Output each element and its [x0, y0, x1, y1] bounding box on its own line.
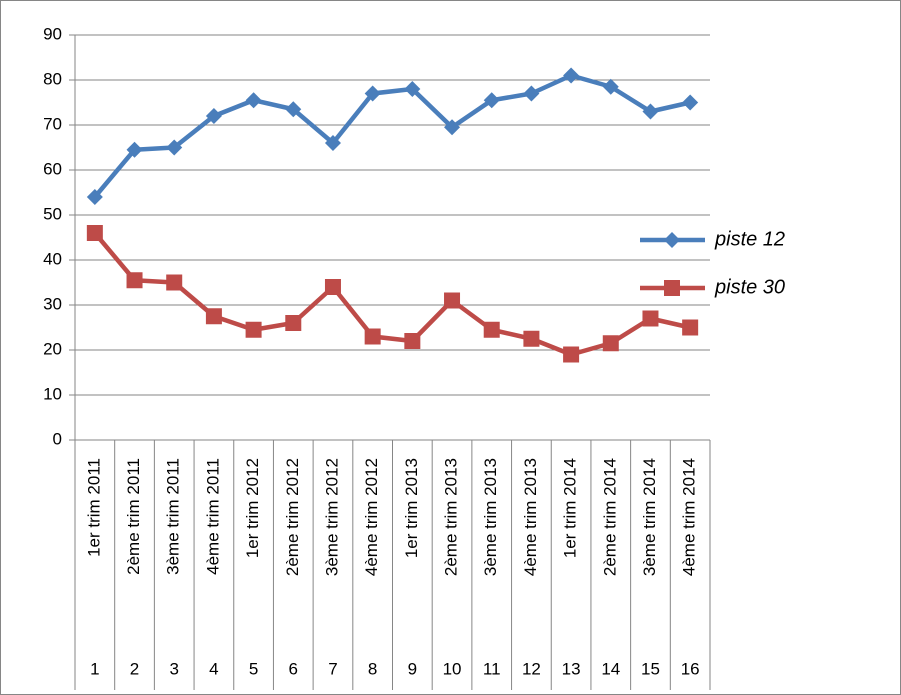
data-point [483, 92, 500, 109]
data-point [523, 85, 540, 102]
y-tick-label: 0 [53, 429, 62, 448]
legend-label: piste 12 [714, 228, 785, 250]
y-tick-label: 60 [43, 159, 62, 178]
x-tick-label: 3ème trim 2011 [164, 458, 183, 575]
data-point [444, 119, 461, 136]
y-tick-label: 10 [43, 384, 62, 403]
data-point [483, 321, 500, 338]
x-tick-label: 4ème trim 2012 [362, 458, 381, 576]
data-point [602, 335, 619, 352]
x-tick-label: 3ème trim 2013 [481, 458, 500, 576]
data-point [166, 139, 183, 156]
data-point [324, 135, 341, 151]
data-point [682, 319, 699, 336]
data-point [642, 310, 659, 327]
data-point [602, 78, 619, 95]
x-tick-number: 3 [169, 659, 178, 678]
y-tick-label: 30 [43, 294, 62, 313]
data-point [126, 141, 143, 158]
data-point [364, 328, 381, 345]
x-tick-label: 2ème trim 2013 [442, 458, 461, 576]
x-tick-label: 1er trim 2013 [402, 458, 421, 558]
x-tick-label: 4ème trim 2014 [680, 458, 699, 576]
data-point [324, 279, 341, 295]
data-point [86, 225, 103, 241]
data-point [682, 94, 699, 111]
x-tick-number: 7 [328, 659, 337, 678]
x-tick-label: 4ème trim 2011 [203, 458, 222, 575]
x-tick-label: 1er trim 2012 [243, 458, 262, 558]
data-point [205, 108, 222, 124]
y-tick-label: 90 [43, 24, 62, 43]
legend-marker [664, 232, 680, 248]
series-line [93, 73, 691, 199]
data-point [404, 333, 421, 349]
x-tick-number: 11 [483, 659, 501, 678]
x-tick-number: 6 [289, 659, 298, 678]
x-tick-label: 1er trim 2011 [84, 458, 103, 557]
y-tick-label: 80 [43, 69, 62, 88]
data-point [245, 92, 262, 109]
x-tick-label: 3ème trim 2012 [322, 458, 341, 576]
x-tick-number: 15 [641, 659, 660, 678]
x-tick-number: 4 [209, 659, 218, 678]
data-point [126, 272, 143, 289]
x-tick-number: 2 [130, 659, 139, 678]
data-point [444, 292, 461, 309]
x-tick-number: 13 [562, 659, 581, 678]
data-point [563, 67, 580, 84]
data-point [205, 308, 222, 325]
y-tick-label: 20 [43, 339, 62, 358]
data-point [86, 189, 103, 205]
x-tick-number: 16 [681, 659, 700, 678]
x-tick-number: 9 [408, 659, 417, 678]
data-point [563, 346, 580, 363]
x-tick-number: 1 [90, 659, 99, 678]
x-tick-label: 2ème trim 2011 [124, 458, 143, 575]
y-tick-label: 70 [43, 114, 62, 133]
data-point [285, 101, 302, 118]
data-point [245, 321, 262, 338]
x-tick-label: 4ème trim 2013 [521, 458, 540, 576]
data-point [364, 85, 381, 102]
data-point [166, 274, 183, 291]
x-tick-number: 8 [368, 659, 377, 678]
legend-marker [664, 280, 680, 296]
y-tick-label: 50 [43, 204, 62, 223]
x-tick-number: 10 [443, 659, 462, 678]
x-tick-label: 3ème trim 2014 [640, 458, 659, 576]
x-tick-number: 5 [249, 659, 258, 678]
x-tick-number: 14 [601, 659, 620, 678]
x-tick-label: 1er trim 2014 [561, 458, 580, 558]
data-point [404, 81, 421, 97]
data-point [642, 103, 659, 120]
x-tick-label: 2ème trim 2012 [283, 458, 302, 576]
data-point [285, 315, 302, 331]
x-tick-label: 2ème trim 2014 [600, 458, 619, 576]
series-line [93, 231, 691, 357]
x-tick-number: 12 [522, 659, 541, 678]
data-point [523, 330, 540, 347]
y-tick-label: 40 [43, 249, 62, 268]
legend-label: piste 30 [714, 276, 785, 298]
